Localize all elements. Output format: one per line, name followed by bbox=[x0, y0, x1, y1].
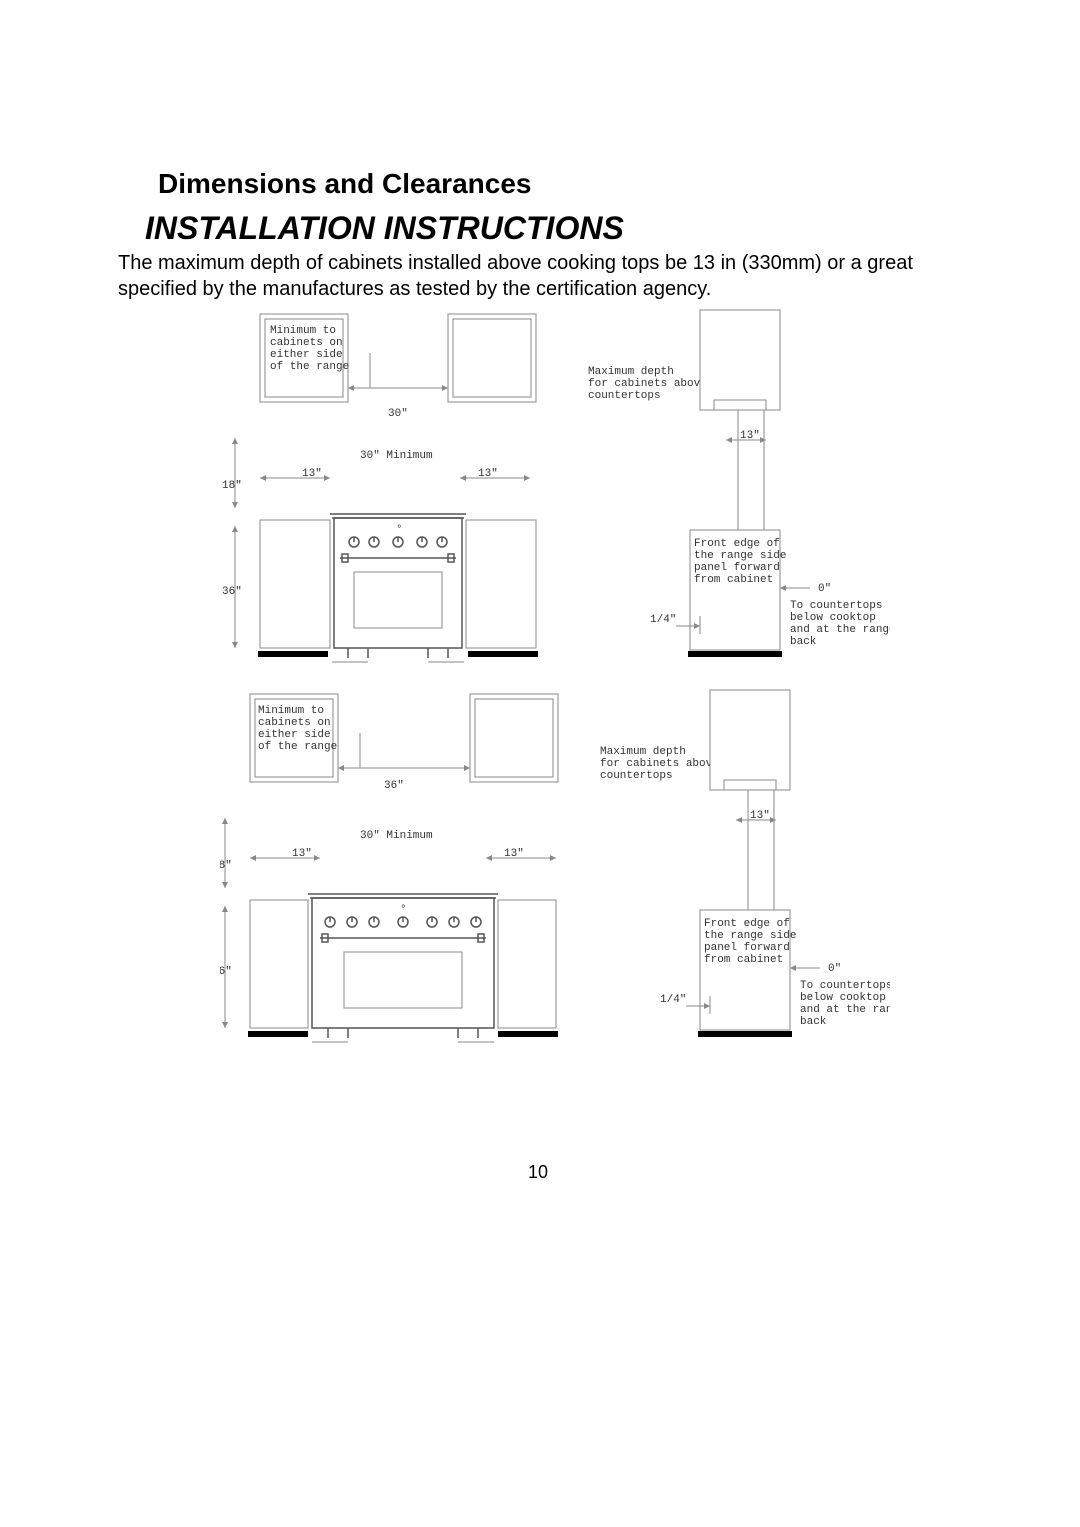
clearance-diagram-36in: Minimum tocabinets oneither sideof the r… bbox=[220, 688, 890, 1053]
dim-36-2: 36" bbox=[220, 966, 232, 978]
dim-18-2: 18" bbox=[220, 860, 232, 872]
label-max-depth: Maximum depthfor cabinets abovecounterto… bbox=[588, 366, 707, 402]
dim-0: 0" bbox=[818, 583, 831, 595]
dim-30-min-2: 30" Minimum bbox=[360, 830, 433, 842]
page-number: 10 bbox=[528, 1162, 548, 1183]
dim-1-4: 1/4" bbox=[650, 614, 676, 626]
heading-install: INSTALLATION INSTRUCTIONS bbox=[145, 210, 624, 247]
clearance-diagram-30in: Minimum tocabinets oneither sideof the r… bbox=[220, 308, 890, 673]
label-to-countertops: To countertopsbelow cooktopand at the ra… bbox=[790, 600, 890, 648]
svg-text:°: ° bbox=[396, 524, 403, 536]
label-front-edge: Front edge ofthe range sidepanel forward… bbox=[694, 538, 786, 586]
dim-13-right: 13" bbox=[478, 468, 498, 480]
page: Dimensions and Clearances INSTALLATION I… bbox=[0, 0, 1080, 1527]
dim-13-side-2: 13" bbox=[750, 810, 770, 822]
heading-dimensions: Dimensions and Clearances bbox=[158, 168, 531, 200]
dim-width-upper-2: 36" bbox=[384, 780, 404, 792]
intro-paragraph: The maximum depth of cabinets installed … bbox=[118, 250, 968, 302]
diagram-svg: Minimum tocabinets oneither sideof the r… bbox=[220, 308, 890, 668]
dim-13-left-2: 13" bbox=[292, 848, 312, 860]
dim-13-side: 13" bbox=[740, 430, 760, 442]
label-front-edge-2: Front edge ofthe range sidepanel forward… bbox=[704, 918, 796, 966]
dim-0-2: 0" bbox=[828, 963, 841, 975]
dim-width-upper: 30" bbox=[388, 408, 408, 420]
dim-1-4-2: 1/4" bbox=[660, 994, 686, 1006]
label-max-depth-2: Maximum depthfor cabinets abovecounterto… bbox=[600, 746, 719, 782]
diagram-svg-2: Minimum tocabinets oneither sideof the r… bbox=[220, 688, 890, 1048]
dim-13-right-2: 13" bbox=[504, 848, 524, 860]
dim-36: 36" bbox=[222, 586, 242, 598]
label-to-countertops-2: To countertopsbelow cooktopand at the ra… bbox=[800, 980, 890, 1028]
dim-13-left: 13" bbox=[302, 468, 322, 480]
svg-text:°: ° bbox=[400, 904, 407, 916]
dim-18: 18" bbox=[222, 480, 242, 492]
dim-30-min: 30" Minimum bbox=[360, 450, 433, 462]
